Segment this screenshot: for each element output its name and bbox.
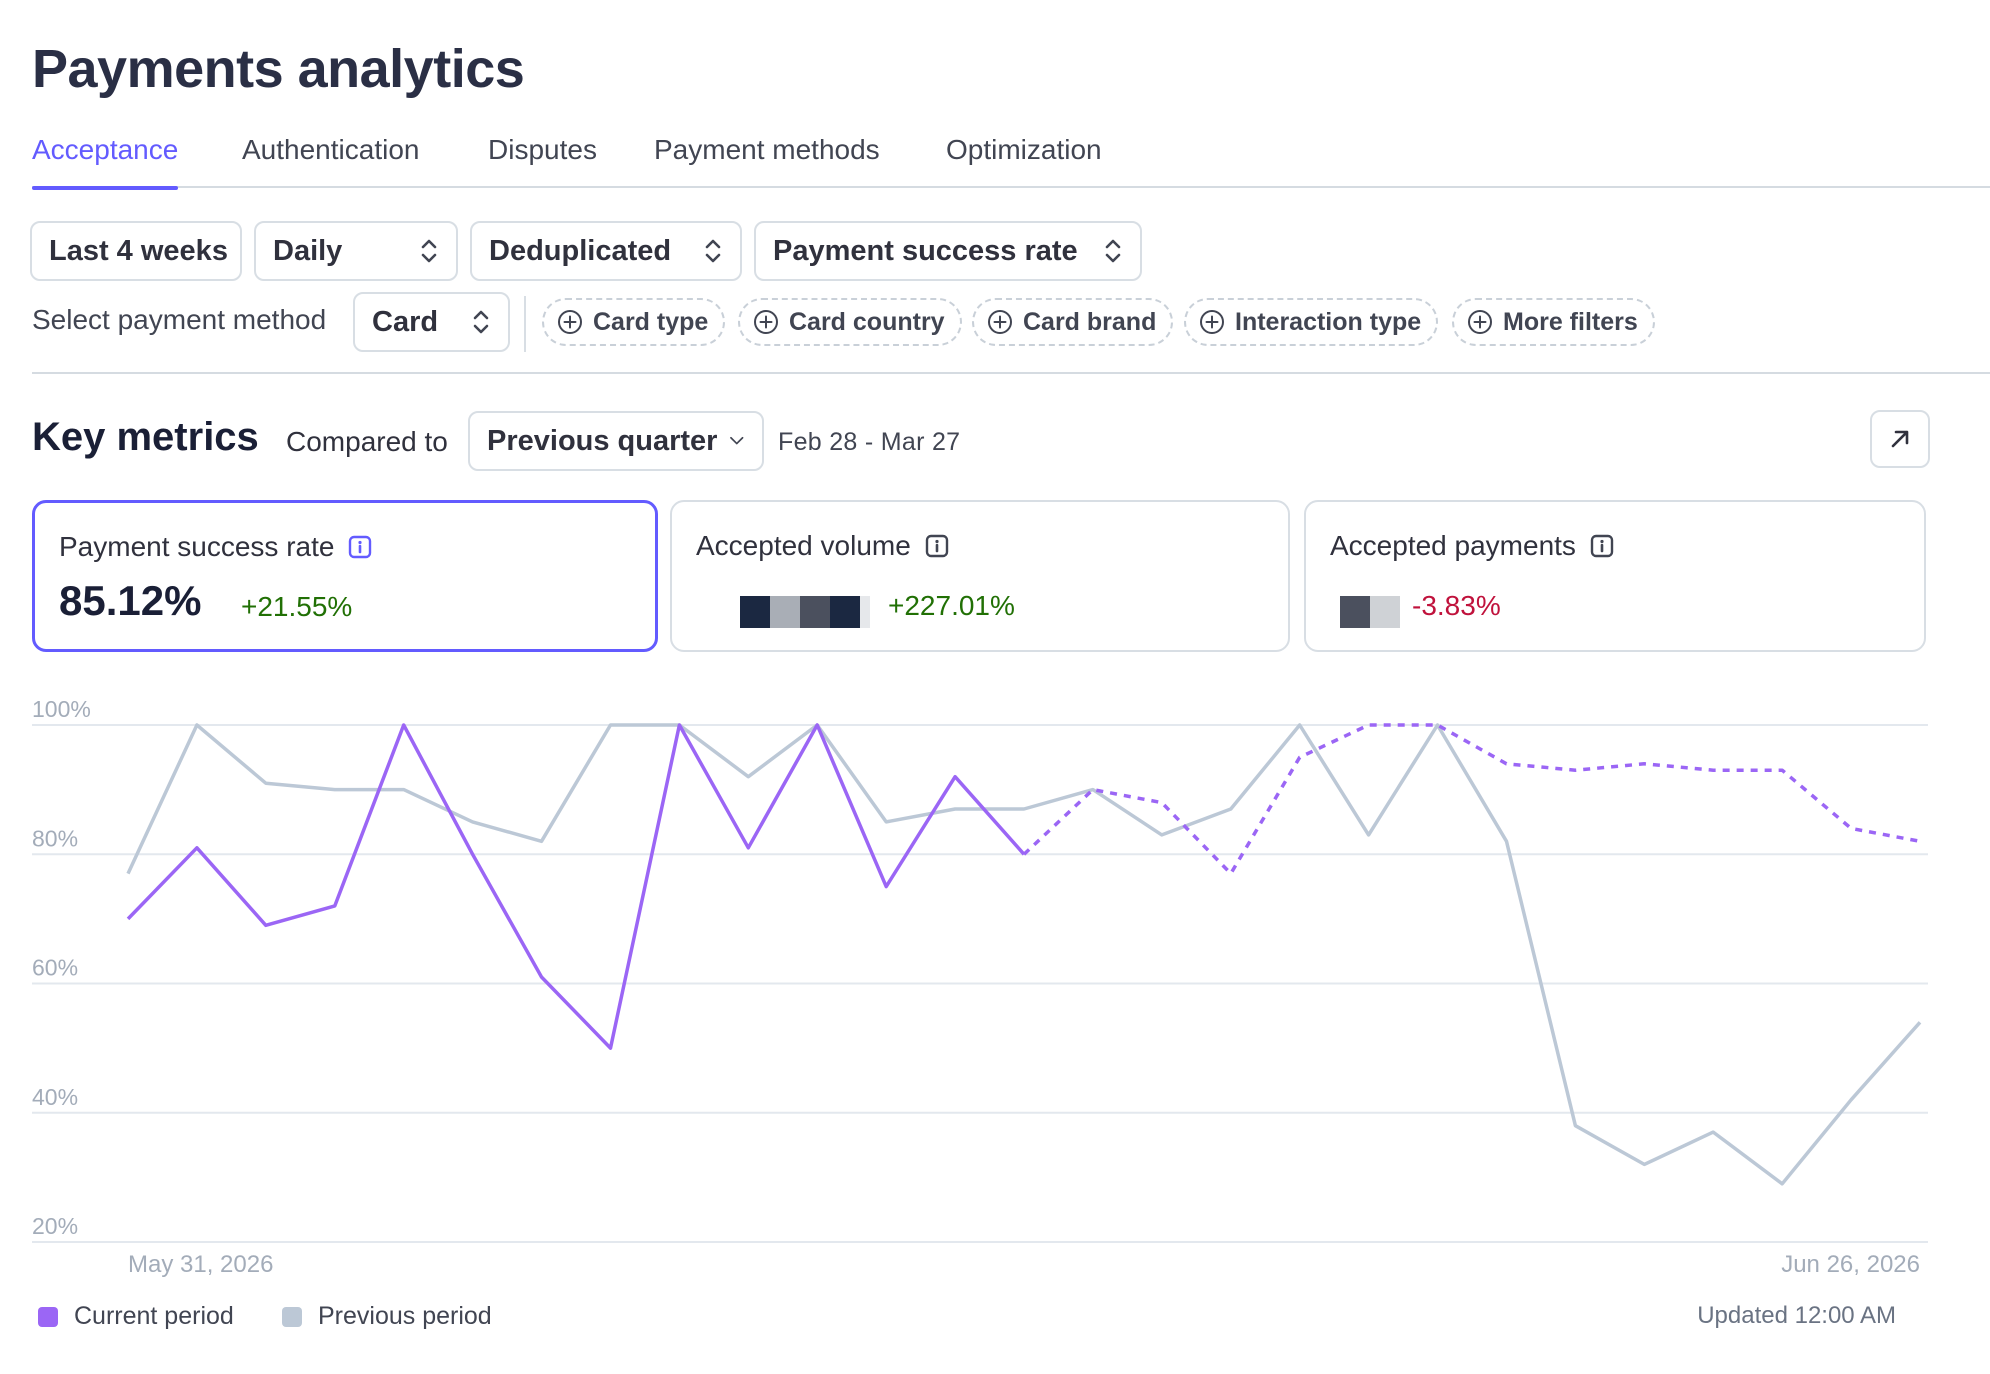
info-icon[interactable]	[1590, 534, 1614, 558]
chevron-up-down-icon	[421, 239, 437, 263]
legend-item-previous: Previous period	[282, 1302, 492, 1331]
series-line-current	[126, 723, 1026, 1050]
metric-card-payment-success-rate[interactable]: Payment success rate 85.12% +21.55%	[32, 500, 658, 652]
tab-acceptance[interactable]: Acceptance	[32, 130, 179, 190]
interaction-type-filter-label: Interaction type	[1235, 307, 1422, 336]
compared-to-label: Compared to	[286, 426, 448, 457]
legend-label-current: Current period	[74, 1302, 234, 1330]
metric-label: Payment success rate	[773, 234, 1078, 267]
x-tick-label: Jun 26, 2026	[1781, 1251, 1920, 1278]
plus-circle-icon	[1200, 310, 1224, 334]
metric-card-title: Accepted volume	[696, 530, 949, 562]
card-brand-filter[interactable]: Card brand	[972, 298, 1174, 346]
more-filters-label: More filters	[1503, 307, 1638, 336]
tab-optimization[interactable]: Optimization	[946, 134, 1102, 165]
info-icon[interactable]	[348, 535, 372, 559]
payment-success-rate-chart[interactable]: 100% 80% 60% 40% 20% May 31, 2026 Jun 26, 2026	[0, 680, 1990, 1300]
chevron-up-down-icon	[1105, 239, 1121, 263]
metric-card-title-text: Accepted payments	[1330, 530, 1576, 561]
key-metrics-title: Key metrics	[32, 415, 259, 459]
more-filters-button[interactable]: More filters	[1452, 298, 1655, 346]
series-line-current-projected	[1022, 723, 1921, 876]
metric-card-title: Payment success rate	[59, 531, 372, 563]
payment-method-label: Select payment method	[32, 304, 327, 335]
interaction-type-filter[interactable]: Interaction type	[1184, 298, 1439, 346]
chevron-up-down-icon	[705, 239, 721, 263]
plus-circle-icon	[558, 310, 582, 334]
interval-select[interactable]: Daily	[254, 221, 458, 281]
open-report-button[interactable]	[1870, 410, 1930, 468]
y-tick-label: 60%	[32, 955, 78, 981]
page-title: Payments analytics	[32, 39, 525, 99]
tab-authentication[interactable]: Authentication	[242, 134, 420, 165]
metric-card-value: 85.12%	[59, 577, 202, 624]
date-range-label: Last 4 weeks	[49, 234, 228, 267]
card-country-filter[interactable]: Card country	[738, 298, 962, 346]
updated-timestamp: Updated 12:00 AM	[1697, 1302, 1896, 1329]
legend-swatch-previous	[282, 1306, 302, 1327]
metric-card-title-text: Payment success rate	[59, 531, 335, 562]
tab-bar: Acceptance Authentication Disputes Payme…	[32, 130, 1990, 190]
redacted-value	[740, 596, 870, 628]
section-divider	[32, 372, 1990, 374]
legend-label-previous: Previous period	[318, 1302, 492, 1330]
metric-card-title-text: Accepted volume	[696, 530, 911, 561]
card-country-filter-label: Card country	[789, 307, 945, 336]
metric-card-accepted-payments[interactable]: Accepted payments -3.83%	[1304, 500, 1926, 652]
date-range-button[interactable]: Last 4 weeks	[30, 221, 242, 281]
legend-item-current: Current period	[38, 1302, 234, 1331]
tab-disputes[interactable]: Disputes	[488, 134, 597, 165]
deduplication-label: Deduplicated	[489, 234, 672, 267]
payment-method-value: Card	[372, 305, 439, 338]
y-tick-label: 100%	[32, 696, 91, 722]
metric-select[interactable]: Payment success rate	[754, 221, 1142, 281]
series-line-previous	[126, 723, 1922, 1186]
x-tick-label: May 31, 2026	[128, 1251, 273, 1278]
metric-card-title: Accepted payments	[1330, 530, 1614, 562]
metric-card-accepted-volume[interactable]: Accepted volume +227.01%	[670, 500, 1290, 652]
card-type-filter[interactable]: Card type	[542, 298, 726, 346]
chevron-down-icon	[730, 436, 744, 445]
metric-card-delta: +21.55%	[241, 591, 353, 622]
filter-divider	[524, 296, 526, 352]
plus-circle-icon	[754, 310, 778, 334]
deduplication-select[interactable]: Deduplicated	[470, 221, 742, 281]
comparison-period-dropdown[interactable]: Previous quarter	[468, 411, 764, 471]
tab-payment-methods[interactable]: Payment methods	[654, 134, 880, 165]
payment-method-select[interactable]: Card	[353, 292, 510, 352]
card-brand-filter-label: Card brand	[1023, 307, 1157, 336]
chevron-up-down-icon	[473, 310, 489, 334]
plus-circle-icon	[988, 310, 1012, 334]
metric-card-delta: +227.01%	[888, 590, 1015, 621]
legend-swatch-current	[38, 1306, 58, 1327]
comparison-period-value: Previous quarter	[487, 424, 718, 457]
interval-label: Daily	[273, 234, 343, 267]
comparison-date-range: Feb 28 - Mar 27	[778, 428, 961, 456]
arrow-up-right-icon	[1891, 430, 1909, 448]
y-tick-label: 20%	[32, 1213, 78, 1239]
info-icon[interactable]	[925, 534, 949, 558]
metric-card-delta: -3.83%	[1412, 590, 1501, 621]
y-tick-label: 80%	[32, 825, 78, 851]
redacted-value	[1340, 596, 1400, 628]
card-type-filter-label: Card type	[593, 307, 709, 336]
plus-circle-icon	[1468, 310, 1492, 334]
y-tick-label: 40%	[32, 1084, 78, 1110]
